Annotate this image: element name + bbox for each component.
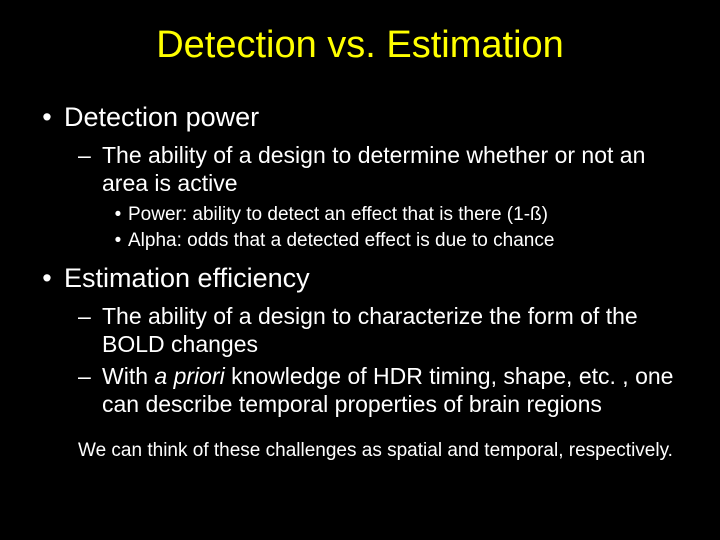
level3-item: • Power: ability to detect an effect tha… [108, 203, 690, 227]
italic-text: a priori [154, 363, 224, 389]
list-item: • Alpha: odds that a detected effect is … [108, 229, 690, 253]
bullet-list: • Detection power – The ability of a des… [30, 101, 690, 418]
list-item: – With a priori knowledge of HDR timing,… [78, 362, 690, 418]
list-item: • Estimation efficiency – The ability of… [30, 262, 690, 418]
bullet-dot-icon: • [30, 101, 64, 135]
level1-item: • Estimation efficiency [30, 262, 690, 296]
bullet-dash-icon: – [78, 302, 102, 330]
level2-text: The ability of a design to determine whe… [102, 141, 690, 197]
list-item: • Detection power – The ability of a des… [30, 101, 690, 252]
level3-text: Alpha: odds that a detected effect is du… [128, 229, 554, 253]
sublist: – The ability of a design to characteriz… [30, 302, 690, 418]
bullet-dot-icon: • [108, 203, 128, 227]
bullet-dash-icon: – [78, 141, 102, 169]
level2-item: – With a priori knowledge of HDR timing,… [78, 362, 690, 418]
list-item: – The ability of a design to characteriz… [78, 302, 690, 358]
list-item: • Power: ability to detect an effect tha… [108, 203, 690, 227]
level2-item: – The ability of a design to characteriz… [78, 302, 690, 358]
level1-text: Detection power [64, 101, 259, 135]
level2-text: The ability of a design to characterize … [102, 302, 690, 358]
sublist: – The ability of a design to determine w… [30, 141, 690, 253]
bullet-dot-icon: • [108, 229, 128, 253]
list-item: – The ability of a design to determine w… [78, 141, 690, 253]
bullet-dash-icon: – [78, 362, 102, 390]
level1-item: • Detection power [30, 101, 690, 135]
level3-text: Power: ability to detect an effect that … [128, 203, 548, 227]
level2-item: – The ability of a design to determine w… [78, 141, 690, 197]
slide-title: Detection vs. Estimation [30, 24, 690, 67]
bullet-dot-icon: • [30, 262, 64, 296]
level1-text: Estimation efficiency [64, 262, 310, 296]
level3-item: • Alpha: odds that a detected effect is … [108, 229, 690, 253]
footnote-text: We can think of these challenges as spat… [30, 440, 690, 462]
sublist: • Power: ability to detect an effect tha… [78, 203, 690, 253]
level2-text: With a priori knowledge of HDR timing, s… [102, 362, 690, 418]
